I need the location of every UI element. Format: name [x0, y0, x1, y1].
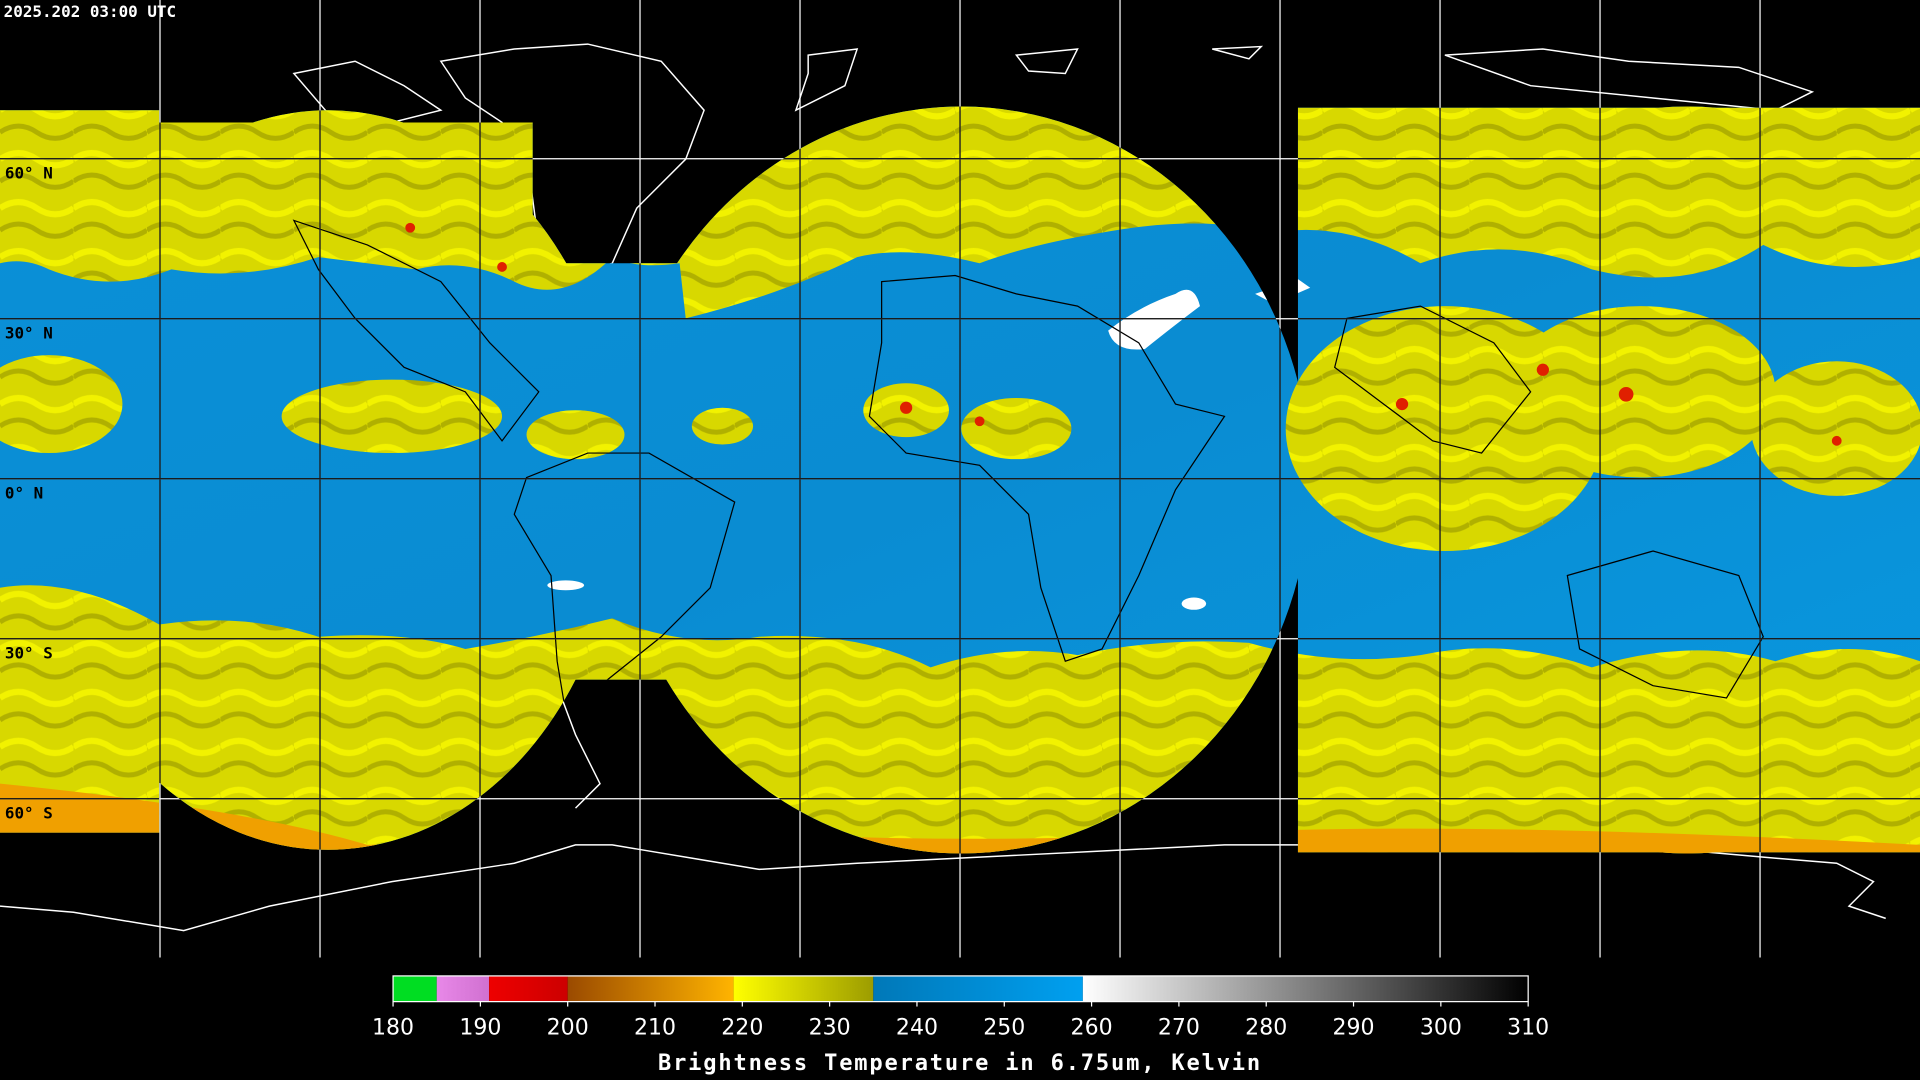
colorbar-tick-label: 200 [547, 1016, 589, 1041]
colorbar-tick-label: 180 [372, 1016, 414, 1041]
latitude-label: 30° S [5, 643, 53, 662]
tropical-clouds [0, 306, 1920, 552]
colorbar-segment [873, 975, 1083, 1002]
colorbar-tick-label: 280 [1245, 1016, 1287, 1041]
colorbar-frame [392, 975, 1529, 1003]
colorbar-tick-label: 220 [721, 1016, 763, 1041]
colorbar-tick-label: 210 [634, 1016, 676, 1041]
colorbar-segment [733, 975, 874, 1002]
colorbar-segment [489, 975, 568, 1002]
colorbar-tick-label: 310 [1507, 1016, 1549, 1041]
latitude-label: 60° N [5, 163, 53, 182]
latitude-label: 60° S [5, 803, 53, 822]
colorbar-tick-label: 260 [1071, 1016, 1113, 1041]
colorbar-segment [567, 975, 734, 1002]
colorbar-tick-label: 240 [896, 1016, 938, 1041]
colorbar-segment [393, 975, 437, 1002]
colorbar-tick-label: 230 [809, 1016, 851, 1041]
colorbar-segment [1082, 975, 1529, 1002]
colorbar-tick-label: 290 [1333, 1016, 1375, 1041]
latitude-label: 30° N [5, 323, 53, 342]
timestamp: 2025.202 03:00 UTC [4, 2, 176, 21]
colorbar-tick-label: 190 [459, 1016, 501, 1041]
colorbar: 180 190 200 210 220 230 240 250 260 270 280 290 300 3… [372, 975, 1549, 1041]
colorbar-tick-label: 250 [983, 1016, 1025, 1041]
colorbar-tick-label: 270 [1158, 1016, 1200, 1041]
latitude-label: 0° N [5, 483, 43, 502]
latitude-grid [0, 158, 1920, 800]
colorbar-title: Brightness Temperature in 6.75um, Kelvin [658, 1051, 1262, 1076]
latitude-labels: 60° N 30° N 0° N 30° S 60° S [5, 163, 53, 822]
colorbar-segment [436, 975, 490, 1002]
convective-cores [405, 222, 1842, 446]
colorbar-tick-label: 300 [1420, 1016, 1462, 1041]
